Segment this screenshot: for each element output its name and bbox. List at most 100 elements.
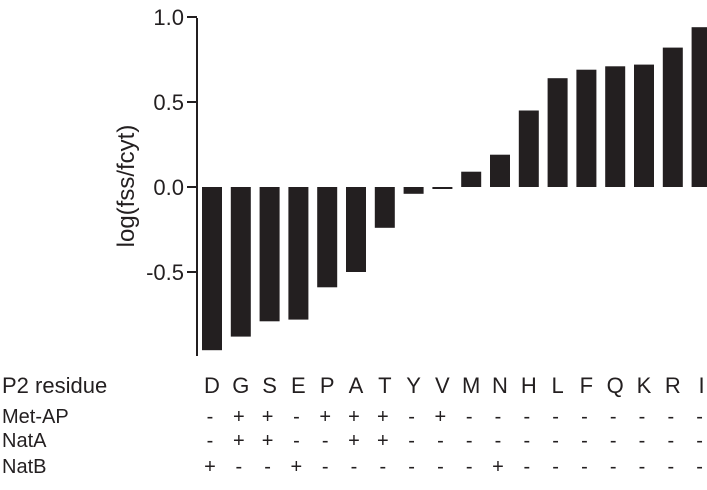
y-tick-label: 1.0: [153, 5, 184, 30]
row-mark: +: [233, 430, 245, 452]
bar-N: [490, 154, 510, 187]
row-mark: -: [523, 430, 530, 452]
bar-M: [461, 171, 482, 187]
category-label: Q: [607, 373, 624, 398]
row-mark: -: [379, 456, 386, 478]
row-mark: -: [552, 456, 559, 478]
row-mark: +: [204, 456, 216, 478]
row-mark: +: [291, 456, 303, 478]
category-label: S: [262, 373, 277, 398]
row-mark: +: [262, 406, 274, 428]
row-mark: +: [233, 406, 245, 428]
row-mark: -: [408, 456, 415, 478]
row-mark: -: [466, 456, 473, 478]
category-label: H: [521, 373, 537, 398]
category-label: E: [291, 373, 306, 398]
row-mark: -: [408, 430, 415, 452]
row-mark: -: [523, 456, 530, 478]
category-label: F: [580, 373, 593, 398]
category-label: T: [378, 373, 391, 398]
row-mark: -: [667, 456, 674, 478]
row-mark: -: [351, 456, 358, 478]
row-mark: -: [639, 406, 646, 428]
row-mark: -: [639, 430, 646, 452]
row-mark: -: [293, 406, 300, 428]
row-mark: +: [319, 406, 331, 428]
bar-V: [432, 187, 453, 189]
bar-R: [662, 47, 683, 187]
bar-S: [259, 187, 280, 322]
y-ticks: 1.0 0.5 0.0 -0.5: [146, 5, 197, 285]
row-mark: -: [696, 456, 703, 478]
row-mark: -: [667, 406, 674, 428]
row-mark: -: [696, 406, 703, 428]
category-label: D: [204, 373, 220, 398]
bar-E: [288, 187, 309, 320]
row-mark: +: [262, 430, 274, 452]
row-mark: -: [437, 456, 444, 478]
row-mark: -: [207, 430, 214, 452]
row-mark: -: [581, 456, 588, 478]
row-mark: -: [495, 430, 502, 452]
row-mark: +: [435, 406, 447, 428]
row-mark: -: [552, 406, 559, 428]
row-label: NatB: [2, 456, 46, 478]
bar-A: [346, 187, 366, 272]
row-mark: -: [696, 430, 703, 452]
row-mark: -: [639, 456, 646, 478]
category-label: K: [637, 373, 652, 398]
row-mark: -: [264, 456, 271, 478]
y-tick-label: 0.0: [153, 175, 184, 200]
category-label: P: [320, 373, 335, 398]
y-tick-label: 0.5: [153, 90, 184, 115]
category-label: A: [349, 373, 364, 398]
row-mark: -: [581, 430, 588, 452]
bar-Q: [605, 66, 626, 187]
row-mark: +: [348, 430, 360, 452]
bar-F: [576, 69, 597, 187]
row-mark: -: [207, 406, 214, 428]
bar-Y: [403, 187, 424, 194]
row-mark: -: [610, 406, 617, 428]
row-mark: +: [377, 430, 389, 452]
row-mark: +: [492, 456, 504, 478]
row-mark: +: [377, 406, 389, 428]
row-mark: -: [552, 430, 559, 452]
bars: [202, 27, 707, 351]
category-label: G: [232, 373, 249, 398]
category-label: R: [665, 373, 681, 398]
category-label: V: [435, 373, 450, 398]
bar-I: [691, 27, 707, 188]
category-label: Y: [406, 373, 421, 398]
row-mark: -: [322, 456, 329, 478]
bar-K: [634, 64, 654, 187]
bar-G: [230, 187, 251, 337]
row-mark: -: [667, 430, 674, 452]
category-label: L: [551, 373, 563, 398]
y-axis: 1.0 0.5 0.0 -0.5: [146, 5, 198, 356]
bar-T: [374, 187, 395, 228]
y-tick-label: -0.5: [146, 260, 184, 285]
row-mark: -: [610, 430, 617, 452]
row-label: NatA: [2, 430, 47, 452]
row-label: Met-AP: [2, 406, 69, 428]
bar-P: [317, 187, 338, 288]
y-axis-label: log(fss/fcyt): [113, 125, 140, 248]
row-mark: -: [437, 430, 444, 452]
bar-D: [202, 187, 222, 351]
row-mark: -: [466, 406, 473, 428]
row-mark: +: [348, 406, 360, 428]
table-header-label: P2 residue: [2, 373, 107, 398]
row-mark: -: [610, 456, 617, 478]
row-mark: -: [581, 406, 588, 428]
bar-L: [547, 78, 568, 187]
row-mark: -: [322, 430, 329, 452]
row-mark: -: [293, 430, 300, 452]
bar-H: [518, 110, 539, 187]
row-mark: -: [495, 406, 502, 428]
row-mark: -: [466, 430, 473, 452]
row-mark: -: [235, 456, 242, 478]
row-mark: -: [408, 406, 415, 428]
